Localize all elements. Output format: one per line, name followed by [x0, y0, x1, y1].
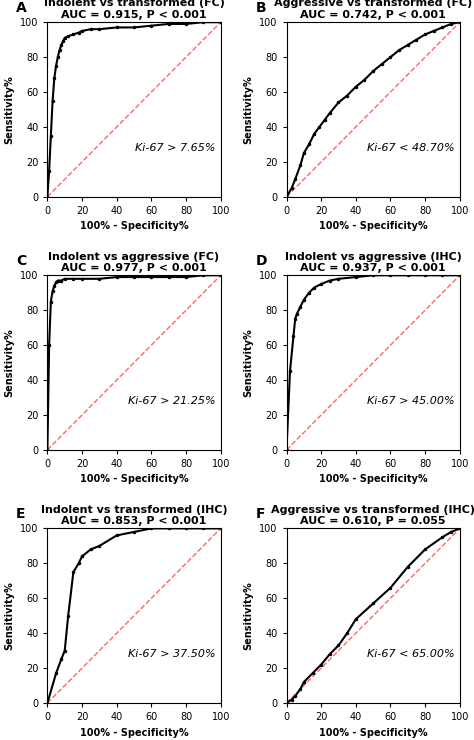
Title: Indolent vs aggressive (IHC)
AUC = 0.937, P < 0.001: Indolent vs aggressive (IHC) AUC = 0.937…: [285, 252, 462, 273]
Text: B: B: [255, 1, 266, 16]
Y-axis label: Sensitivity%: Sensitivity%: [4, 582, 14, 650]
Text: Ki-67 > 37.50%: Ki-67 > 37.50%: [128, 649, 216, 659]
Y-axis label: Sensitivity%: Sensitivity%: [244, 582, 254, 650]
Text: Ki-67 > 45.00%: Ki-67 > 45.00%: [367, 396, 455, 406]
Text: Ki-67 < 65.00%: Ki-67 < 65.00%: [367, 649, 455, 659]
Title: Aggressive vs transformed (FC)
AUC = 0.742, P < 0.001: Aggressive vs transformed (FC) AUC = 0.7…: [274, 0, 472, 20]
Title: Indolent vs aggressive (FC)
AUC = 0.977, P < 0.001: Indolent vs aggressive (FC) AUC = 0.977,…: [48, 252, 219, 273]
Text: D: D: [255, 255, 267, 269]
Title: Indolent vs transformed (FC)
AUC = 0.915, P < 0.001: Indolent vs transformed (FC) AUC = 0.915…: [44, 0, 225, 20]
Text: Ki-67 > 21.25%: Ki-67 > 21.25%: [128, 396, 216, 406]
Title: Aggressive vs transformed (IHC)
AUC = 0.610, P = 0.055: Aggressive vs transformed (IHC) AUC = 0.…: [271, 505, 474, 526]
Text: Ki-67 > 7.65%: Ki-67 > 7.65%: [135, 143, 216, 153]
X-axis label: 100% - Specificity%: 100% - Specificity%: [319, 221, 428, 232]
Y-axis label: Sensitivity%: Sensitivity%: [4, 329, 14, 397]
X-axis label: 100% - Specificity%: 100% - Specificity%: [80, 474, 188, 485]
Title: Indolent vs transformed (IHC)
AUC = 0.853, P < 0.001: Indolent vs transformed (IHC) AUC = 0.85…: [41, 505, 228, 526]
Text: F: F: [255, 508, 265, 522]
Text: C: C: [16, 255, 27, 269]
X-axis label: 100% - Specificity%: 100% - Specificity%: [80, 727, 188, 738]
X-axis label: 100% - Specificity%: 100% - Specificity%: [319, 727, 428, 738]
Text: A: A: [16, 1, 27, 16]
Y-axis label: Sensitivity%: Sensitivity%: [244, 75, 254, 144]
X-axis label: 100% - Specificity%: 100% - Specificity%: [319, 474, 428, 485]
Text: E: E: [16, 508, 26, 522]
Y-axis label: Sensitivity%: Sensitivity%: [4, 75, 14, 144]
X-axis label: 100% - Specificity%: 100% - Specificity%: [80, 221, 188, 232]
Text: Ki-67 < 48.70%: Ki-67 < 48.70%: [367, 143, 455, 153]
Y-axis label: Sensitivity%: Sensitivity%: [244, 329, 254, 397]
